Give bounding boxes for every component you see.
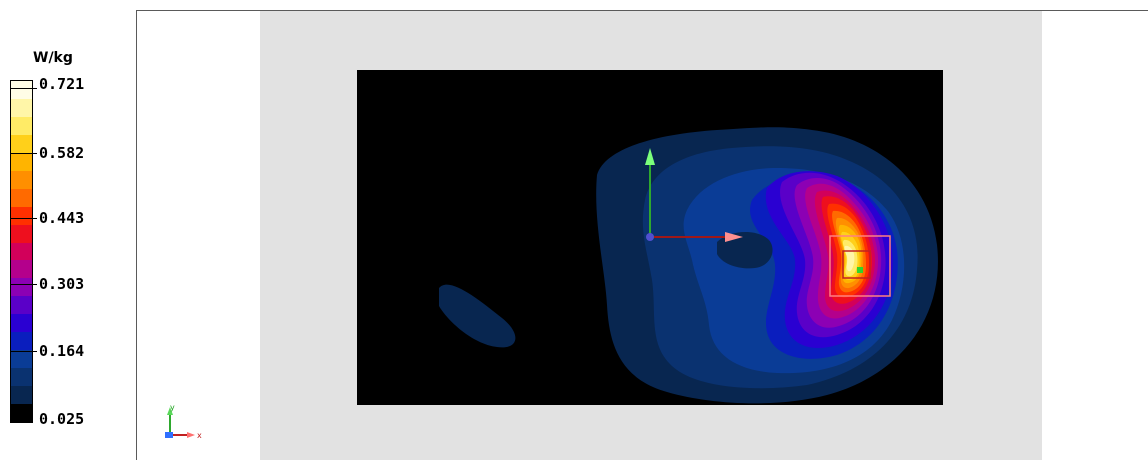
axis-triad: y x bbox=[160, 402, 210, 444]
legend-color-swatch bbox=[11, 224, 32, 243]
legend-tick: 0.443 bbox=[39, 209, 85, 227]
y-arrowhead-icon bbox=[645, 148, 655, 165]
legend-tick-min: 0.025 bbox=[39, 410, 85, 428]
legend-color-swatch bbox=[11, 98, 32, 117]
legend-color-swatch bbox=[11, 152, 32, 171]
legend-color-swatch bbox=[11, 332, 32, 351]
origin-marker-icon bbox=[646, 233, 654, 241]
sar-contour-svg bbox=[439, 127, 938, 404]
legend-tick-line bbox=[10, 218, 37, 219]
sar-contour-hole bbox=[717, 231, 773, 269]
viewport-border bbox=[136, 10, 1148, 11]
legend-tick: 0.582 bbox=[39, 144, 85, 162]
legend-tick-line bbox=[10, 284, 37, 285]
legend-tick-line bbox=[10, 153, 37, 154]
triad-x-label: x bbox=[197, 431, 202, 440]
legend-color-swatch bbox=[11, 278, 32, 297]
legend-color-swatch bbox=[11, 350, 32, 369]
triad-y-arrowhead-icon bbox=[167, 407, 173, 415]
legend-color-swatch bbox=[11, 170, 32, 189]
legend-color-swatch bbox=[11, 314, 32, 333]
peak-marker-icon bbox=[857, 267, 863, 273]
color-scale-bar bbox=[10, 80, 33, 423]
color-legend: W/kg 0.721 0.582 0.443 0.303 0.164 0.025 bbox=[0, 0, 135, 460]
sar-contour-region bbox=[439, 284, 516, 348]
legend-color-swatch bbox=[11, 368, 32, 387]
sar-distribution-plot[interactable] bbox=[357, 70, 943, 405]
legend-tick-line bbox=[10, 88, 37, 89]
zoom-scan-box bbox=[829, 235, 891, 297]
peak-cube-box bbox=[842, 250, 871, 279]
x-arrowhead-icon bbox=[725, 232, 743, 242]
legend-color-swatch bbox=[11, 242, 32, 261]
legend-tick-max: 0.721 bbox=[39, 75, 85, 93]
legend-color-swatch bbox=[11, 188, 32, 207]
legend-unit-label: W/kg bbox=[33, 50, 73, 66]
legend-color-swatch bbox=[11, 260, 32, 279]
legend-color-swatch bbox=[11, 404, 32, 423]
legend-tick: 0.164 bbox=[39, 342, 85, 360]
legend-color-swatch bbox=[11, 296, 32, 315]
legend-color-swatch bbox=[11, 206, 32, 225]
legend-color-swatch bbox=[11, 81, 32, 99]
legend-tick-line bbox=[10, 351, 37, 352]
triad-z-axis-icon bbox=[165, 432, 173, 438]
viewport-border bbox=[136, 10, 137, 460]
legend-tick: 0.303 bbox=[39, 275, 85, 293]
legend-color-swatch bbox=[11, 386, 32, 405]
triad-x-arrowhead-icon bbox=[187, 432, 195, 438]
sar-contour-region bbox=[844, 245, 855, 272]
legend-color-swatch bbox=[11, 116, 32, 135]
triad-y-label: y bbox=[170, 403, 175, 412]
legend-color-swatch bbox=[11, 134, 32, 153]
